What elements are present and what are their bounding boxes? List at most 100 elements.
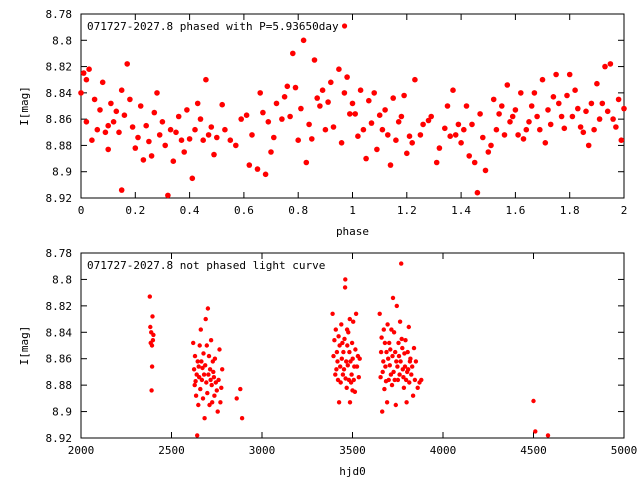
data-point xyxy=(290,50,296,57)
data-point xyxy=(347,400,353,405)
data-point xyxy=(102,129,109,136)
data-point xyxy=(351,377,356,383)
data-point xyxy=(368,120,375,126)
data-point xyxy=(396,353,402,359)
data-point xyxy=(417,132,424,138)
chart-title: 071727-2027.8 phased with P=5.93650day xyxy=(87,20,339,33)
data-point xyxy=(303,159,310,166)
data-point xyxy=(203,363,208,368)
data-point xyxy=(192,126,198,133)
data-point xyxy=(518,90,524,96)
data-point xyxy=(271,134,277,141)
data-point xyxy=(377,311,382,316)
x-tick-label: 4500 xyxy=(520,444,547,457)
x-tick-label: 0.4 xyxy=(180,204,200,217)
data-point xyxy=(405,349,410,355)
y-tick-label: 8.84 xyxy=(46,87,73,100)
data-point xyxy=(378,349,384,355)
data-point xyxy=(268,149,274,155)
data-point xyxy=(392,377,397,383)
data-point xyxy=(330,124,337,130)
data-point xyxy=(395,364,400,369)
data-point xyxy=(336,334,341,339)
data-point xyxy=(447,133,454,139)
y-tick-label: 8.82 xyxy=(46,61,73,74)
data-point xyxy=(561,125,568,132)
data-point xyxy=(394,359,399,364)
data-point xyxy=(148,153,155,159)
data-point xyxy=(181,149,187,155)
data-point xyxy=(564,92,570,99)
data-point xyxy=(599,100,606,107)
data-point xyxy=(403,377,409,383)
data-point xyxy=(200,137,206,143)
data-point xyxy=(300,37,307,44)
data-point xyxy=(433,159,440,166)
data-point xyxy=(558,113,565,120)
data-point xyxy=(400,345,405,351)
data-point xyxy=(118,87,125,93)
data-point xyxy=(380,409,385,414)
data-point xyxy=(151,332,156,338)
data-point xyxy=(379,335,384,340)
data-point xyxy=(349,372,354,377)
data-point xyxy=(340,340,345,346)
data-point xyxy=(121,112,128,118)
phased-light-curve-panel: 0 0.2 0.4 0.6 0.8 1 1.2 1.4 1.6 1.8 2 8.78 8.8 8.82 8.… xyxy=(18,8,627,238)
data-point xyxy=(343,376,348,381)
data-point xyxy=(196,364,201,369)
data-point xyxy=(140,157,147,163)
data-point xyxy=(116,129,122,136)
data-point xyxy=(496,111,502,117)
data-point xyxy=(170,158,177,164)
data-point xyxy=(197,375,202,380)
data-point xyxy=(337,343,342,348)
data-point xyxy=(566,71,573,78)
data-point xyxy=(413,359,419,364)
data-point xyxy=(238,116,244,122)
data-point xyxy=(198,327,203,332)
data-point xyxy=(347,111,353,117)
x-tick-label: 1.2 xyxy=(397,204,417,217)
data-point xyxy=(452,132,459,138)
data-point xyxy=(547,121,554,128)
data-point xyxy=(205,132,212,138)
data-point xyxy=(204,380,209,385)
data-point xyxy=(353,347,358,352)
data-point xyxy=(393,137,399,143)
x-tick-label: 3000 xyxy=(249,444,276,457)
data-point xyxy=(374,146,380,153)
data-point xyxy=(219,101,225,108)
data-point xyxy=(395,377,401,383)
data-point xyxy=(200,396,206,401)
data-point xyxy=(383,364,388,369)
data-point xyxy=(537,126,543,133)
data-point xyxy=(356,375,361,380)
data-point xyxy=(189,175,196,182)
data-point xyxy=(143,122,149,129)
data-point xyxy=(397,319,403,324)
data-point xyxy=(338,140,345,146)
data-point xyxy=(191,340,196,346)
y-tick-label: 8.88 xyxy=(46,379,73,392)
data-point xyxy=(366,97,372,104)
data-point xyxy=(602,63,608,70)
data-point xyxy=(466,153,473,159)
data-point xyxy=(149,388,154,393)
data-point xyxy=(146,138,152,145)
data-point xyxy=(515,132,521,138)
data-point xyxy=(607,61,614,67)
y-tick-label: 8.86 xyxy=(46,113,73,126)
data-point xyxy=(474,189,481,196)
data-point xyxy=(389,382,395,388)
data-point xyxy=(583,108,589,115)
data-point xyxy=(444,103,451,109)
data-point xyxy=(335,359,340,364)
data-point xyxy=(260,109,266,116)
data-point xyxy=(545,107,551,113)
x-tick-label: 4000 xyxy=(430,444,457,457)
data-point xyxy=(485,149,492,155)
data-point xyxy=(381,327,386,332)
data-point xyxy=(284,83,291,90)
x-axis-label: hjd0 xyxy=(339,465,366,478)
